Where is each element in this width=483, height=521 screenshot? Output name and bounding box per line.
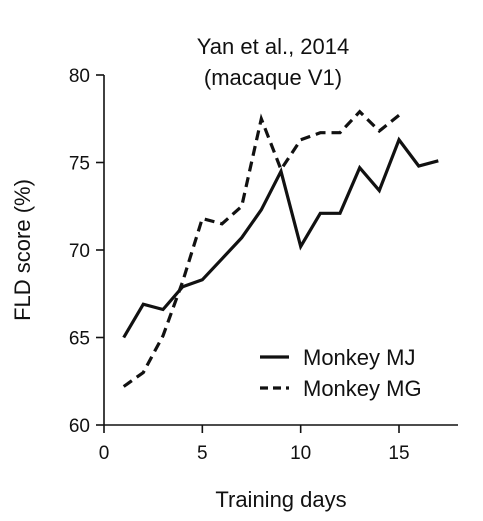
y-tick-label: 60 [69,416,90,437]
legend: Monkey MJ Monkey MG [260,345,422,401]
legend-label-monkey-mg: Monkey MG [303,376,422,401]
y-axis-label: FLD score (%) [10,179,35,321]
series-line-monkey-mg [122,109,401,388]
y-tick-label: 65 [69,329,90,350]
x-ticks: 0 5 10 15 [99,425,410,464]
y-tick-label: 75 [69,154,90,175]
y-tick-label: 80 [69,66,90,87]
series-line-monkey-mj [122,136,439,339]
chart-title-line-2: (macaque V1) [204,65,342,90]
y-ticks: 60 65 70 75 80 [69,66,104,437]
legend-label-monkey-mj: Monkey MJ [303,345,415,370]
x-tick-label: 5 [197,443,208,464]
chart-title-line-1: Yan et al., 2014 [197,34,350,59]
x-tick-label: 10 [290,443,311,464]
x-tick-label: 15 [388,443,409,464]
y-tick-label: 70 [69,241,90,262]
series-layer [122,109,439,388]
x-tick-label: 0 [99,443,110,464]
x-axis-label: Training days [215,487,346,512]
